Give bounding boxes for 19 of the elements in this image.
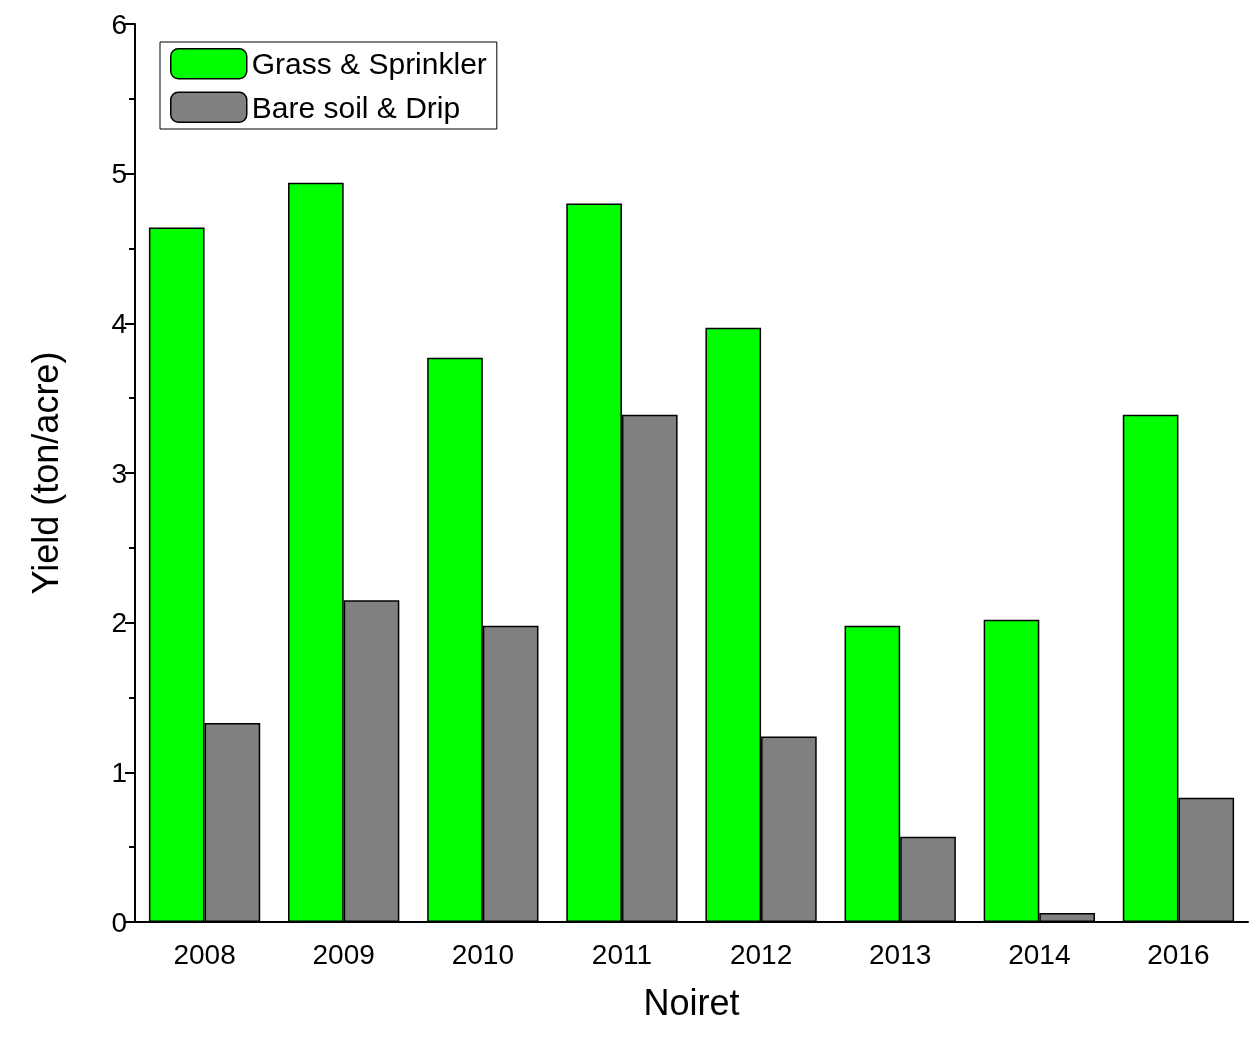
- x-tick-label: 2012: [729, 938, 793, 970]
- y-tick-label: 0: [111, 906, 127, 938]
- y-tick-label: 4: [111, 307, 127, 339]
- y-tick-label: 6: [111, 8, 127, 40]
- y-tick-label: 3: [111, 457, 127, 489]
- x-tick-label: 2008: [173, 938, 236, 970]
- x-axis-title: Noiret: [643, 981, 740, 1023]
- y-tick-label: 5: [111, 158, 127, 190]
- legend-label: Bare soil & Drip: [251, 90, 461, 124]
- x-tick-label: 2016: [1147, 938, 1210, 970]
- x-tick-label: 2013: [869, 938, 932, 970]
- x-tick-label: 2009: [312, 938, 375, 970]
- y-tick-label: 2: [111, 607, 127, 639]
- legend-label: Grass & Sprinkler: [251, 47, 487, 81]
- x-tick-label: 2011: [591, 938, 653, 970]
- x-tick-label: 2014: [1008, 938, 1071, 970]
- x-tick-label: 2010: [451, 938, 514, 970]
- y-tick-label: 1: [111, 756, 127, 788]
- y-axis-title: Yield (ton/acre): [24, 351, 66, 595]
